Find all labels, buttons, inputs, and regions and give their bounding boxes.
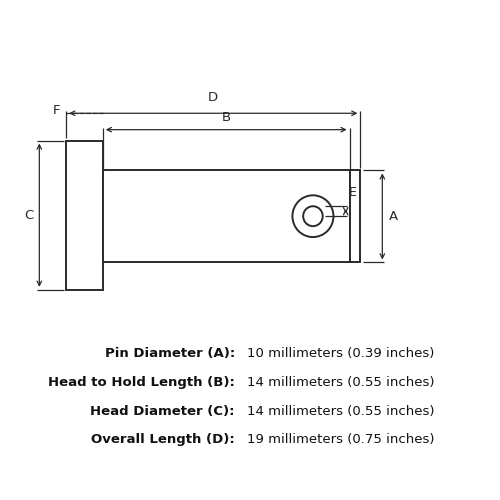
Text: A: A [388,210,398,223]
Circle shape [303,206,322,226]
Text: Overall Length (D):: Overall Length (D): [91,434,235,446]
Text: D: D [208,92,218,104]
Text: Head to Hold Length (B):: Head to Hold Length (B): [48,376,235,389]
Text: Head Diameter (C):: Head Diameter (C): [90,404,235,417]
Text: Pin Diameter (A):: Pin Diameter (A): [104,347,235,360]
Circle shape [292,196,334,237]
Text: E: E [348,186,356,199]
Bar [350,170,360,262]
Text: B: B [222,110,231,124]
Text: 14 millimeters (0.55 inches): 14 millimeters (0.55 inches) [247,404,434,417]
Text: 10 millimeters (0.39 inches): 10 millimeters (0.39 inches) [247,347,434,360]
Bar [103,170,350,262]
Text: 14 millimeters (0.55 inches): 14 millimeters (0.55 inches) [247,376,434,389]
Text: 19 millimeters (0.75 inches): 19 millimeters (0.75 inches) [247,434,434,446]
Text: C: C [24,208,33,222]
Bar [66,140,103,290]
Text: F: F [53,104,60,118]
